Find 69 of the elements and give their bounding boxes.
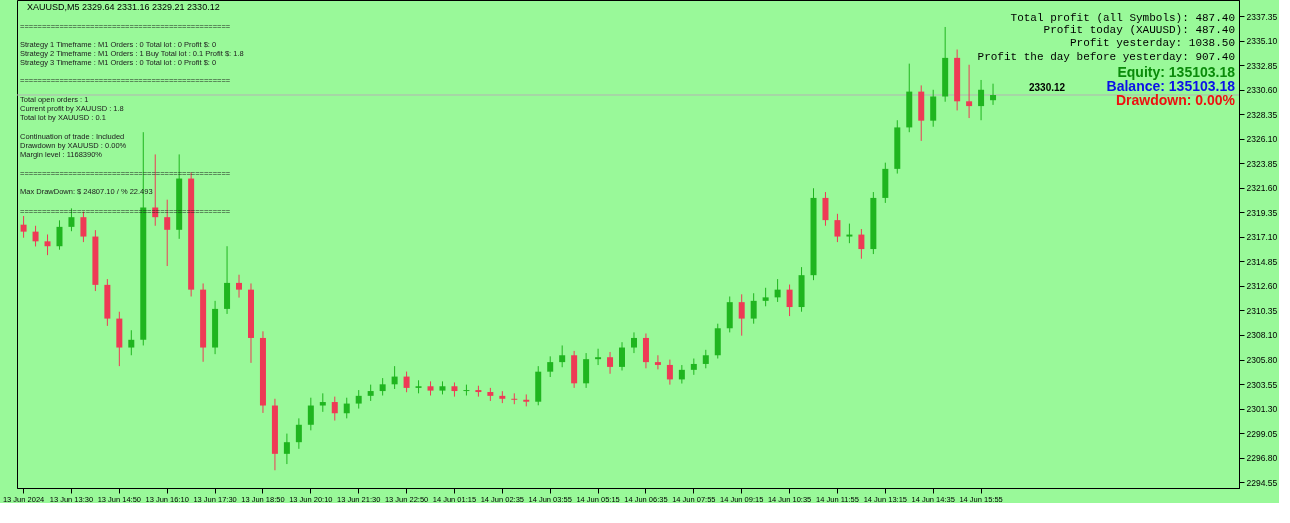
annotation: Balance: 135103.18: [1106, 78, 1236, 94]
y-tick-label: 2296.80: [1246, 453, 1278, 464]
annotation: Profit today (XAUUSD): 487.40: [1043, 24, 1235, 36]
candlestick: [595, 348, 602, 366]
candlestick: [44, 233, 51, 256]
candlestick: [463, 384, 470, 397]
candlestick: [559, 344, 566, 368]
candlestick: [307, 397, 314, 431]
annotation: Total profit (all Symbols): 487.40: [1010, 12, 1235, 24]
candlestick: [762, 287, 769, 307]
annotation: Profit the day before yesterday: 907.40: [977, 51, 1235, 63]
candlestick: [678, 364, 685, 385]
candlestick: [978, 79, 985, 121]
candlestick: [834, 213, 841, 243]
candlestick: [391, 365, 398, 390]
y-tick-label: 2321.60: [1246, 183, 1278, 194]
y-tick-label: 2328.35: [1246, 109, 1278, 120]
candlestick: [331, 396, 338, 422]
y-tick-label: 2326.10: [1246, 134, 1278, 145]
annotation: Profit yesterday: 1038.50: [1069, 37, 1235, 49]
y-tick-label: 2337.35: [1246, 11, 1278, 22]
candlestick: [283, 433, 290, 465]
candlestick: [846, 223, 853, 244]
annotation: Equity: 135103.18: [1117, 64, 1236, 80]
candlestick: [990, 83, 997, 106]
y-tick-label: 2335.10: [1246, 36, 1278, 47]
candlestick: [786, 284, 793, 317]
candlestick: [295, 417, 302, 450]
ref-line-label: 2330.12: [1029, 81, 1066, 93]
candlestick: [774, 278, 781, 303]
candlestick: [966, 64, 973, 119]
y-tick-label: 2301.30: [1246, 404, 1278, 415]
y-tick-label: 2303.55: [1246, 379, 1278, 390]
candlestick: [343, 397, 350, 419]
candlestick: [630, 331, 637, 354]
candlestick: [666, 359, 673, 386]
y-tick-label: 2294.55: [1246, 477, 1278, 488]
candlestick: [654, 354, 661, 370]
candlestick: [607, 351, 614, 375]
candlestick: [619, 341, 626, 371]
y-tick-label: 2308.10: [1246, 330, 1278, 341]
candlestick: [822, 191, 829, 227]
y-tick-label: 2332.85: [1246, 60, 1278, 71]
y-tick-label: 2305.80: [1246, 355, 1278, 366]
candlestick: [702, 349, 709, 369]
y-tick-label: 2323.85: [1246, 158, 1278, 169]
candlestick: [547, 355, 554, 378]
annotation: Drawdown: 0.00%: [1115, 92, 1236, 108]
y-tick-label: 2314.85: [1246, 256, 1278, 267]
candlestick: [32, 225, 39, 247]
candlestick: [750, 292, 757, 325]
y-tick-label: 2317.10: [1246, 232, 1278, 243]
candlestick: [738, 293, 745, 337]
candlestick: [128, 329, 135, 356]
y-tick-label: 2319.35: [1246, 207, 1278, 218]
candlestick: [80, 211, 87, 243]
candlestick: [56, 219, 63, 251]
chart-title: XAUUSD,M5 2329.64 2331.16 2329.21 2330.12: [27, 2, 220, 12]
y-tick-label: 2312.60: [1246, 281, 1278, 292]
candlestick: [511, 392, 518, 405]
y-tick-label: 2330.60: [1246, 85, 1278, 96]
candlestick: [236, 274, 243, 299]
candlestick: [403, 371, 410, 393]
candlestick: [355, 389, 362, 410]
y-tick-label: 2310.35: [1246, 305, 1278, 316]
candlestick: [858, 228, 865, 260]
candlestick: [319, 392, 326, 413]
candlestick: [20, 215, 27, 239]
y-tick-label: 2299.05: [1246, 428, 1278, 439]
